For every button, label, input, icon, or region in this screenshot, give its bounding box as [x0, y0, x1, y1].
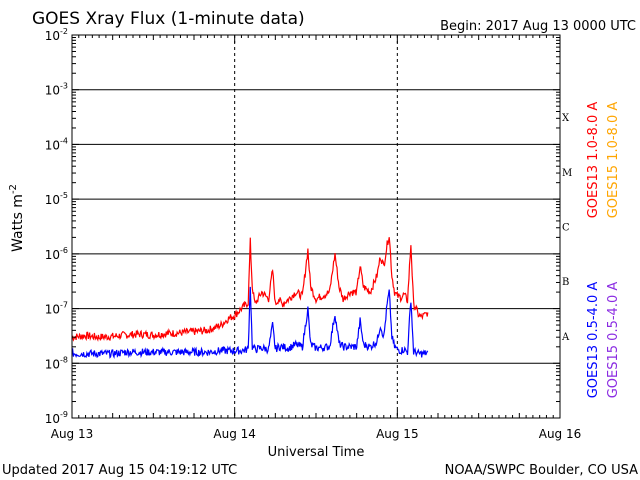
y-tick-label: 10-3 [45, 82, 68, 98]
flare-class-label: A [561, 332, 570, 343]
series-line [71, 237, 429, 342]
updated-timestamp: Updated 2017 Aug 15 04:19:12 UTC [2, 463, 237, 478]
series-layer [71, 237, 429, 360]
x-tick-label: Aug 13 [51, 427, 94, 441]
y-tick-label: 10-6 [45, 246, 68, 262]
legend-entry: GOES13 1.0-8.0 A [586, 102, 601, 219]
y-tick-label: 10-2 [45, 27, 68, 43]
y-tick-label: 10-7 [45, 301, 68, 317]
y-tick-label: 10-8 [45, 355, 68, 371]
legend-entry: GOES13 0.5-4.0 A [586, 282, 601, 399]
legend-entry: GOES15 0.5-4.0 A [606, 282, 621, 399]
legend-layer: GOES13 1.0-8.0 A GOES15 1.0-8.0 A GOES13 0… [586, 102, 621, 399]
plot-frame [71, 34, 561, 419]
x-axis-label: Universal Time [268, 445, 365, 460]
y-tick-label: 10-9 [45, 410, 68, 426]
y-axis-label: Watts m-2 [8, 184, 26, 252]
x-tick-label: Aug 16 [539, 427, 582, 441]
flare-class-label: X [562, 113, 570, 124]
flare-class-label: M [562, 168, 572, 179]
x-tick-label: Aug 15 [376, 427, 419, 441]
y-tick-label: 10-5 [45, 191, 68, 207]
series-line [71, 286, 429, 360]
axis-layer: 10-9 10-8 10-7 10-6 10-5 10-4 10-3 10-2 Aug 13 Au… [45, 27, 582, 441]
chart-title: GOES Xray Flux (1-minute data) [32, 9, 305, 29]
y-tick-label: 10-4 [45, 136, 68, 152]
flare-class-label: C [562, 223, 570, 234]
flare-class-label: B [562, 277, 569, 288]
credit-text: NOAA/SWPC Boulder, CO USA [445, 463, 638, 478]
legend-entry: GOES15 1.0-8.0 A [606, 102, 621, 219]
begin-date: Begin: 2017 Aug 13 0000 UTC [440, 19, 636, 34]
grid-layer [72, 35, 560, 418]
x-tick-label: Aug 14 [213, 427, 256, 441]
